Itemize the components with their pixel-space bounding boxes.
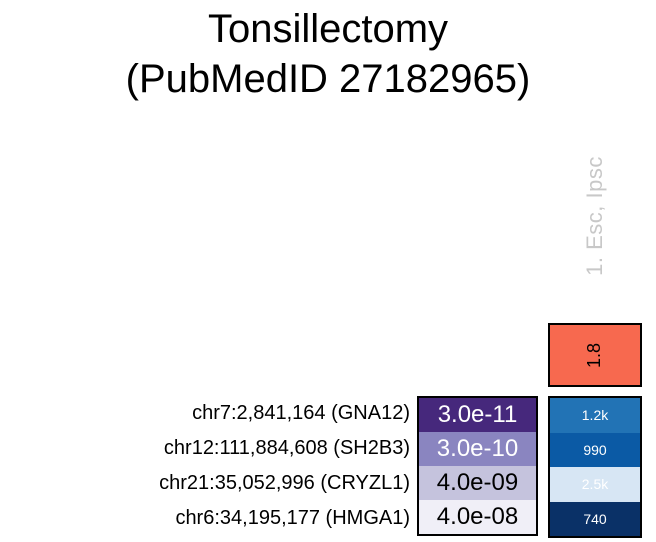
chart-title-line2: (PubMedID 27182965) [125,57,531,101]
count-cell: 1.2k [550,398,640,433]
row-label: chr7:2,841,164 (GNA12) [192,402,410,424]
chart-title-line1: Tonsillectomy [207,7,449,51]
column-label: 1. Esc, Ipsc [582,156,607,276]
chart-title: Tonsillectomy (PubMedID 27182965) [0,4,656,104]
row-label: chr21:35,052,996 (CRYZL1) [159,472,410,494]
row-label-axis: chr7:2,841,164 (GNA12) chr12:111,884,608… [0,396,410,536]
row-label: chr12:111,884,608 (SH2B3) [163,437,410,459]
column-label-box: 1. Esc, Ipsc [548,120,642,312]
column-header-cell: 1.8 [548,323,642,387]
count-column: 1.2k 990 2.5k 740 [548,396,642,538]
row-label: chr6:34,195,177 (HMGA1) [175,507,410,529]
pvalue-column: 3.0e-11 3.0e-10 4.0e-09 4.0e-08 [417,396,538,536]
column-header-value: 1.8 [584,342,605,368]
pvalue-cell: 3.0e-11 [419,398,536,432]
pvalue-cell: 4.0e-08 [419,500,536,534]
count-cell: 2.5k [550,467,640,502]
count-cell: 990 [550,432,640,467]
count-cell: 740 [550,501,640,536]
pvalue-cell: 3.0e-10 [419,432,536,466]
pvalue-cell: 4.0e-09 [419,466,536,500]
